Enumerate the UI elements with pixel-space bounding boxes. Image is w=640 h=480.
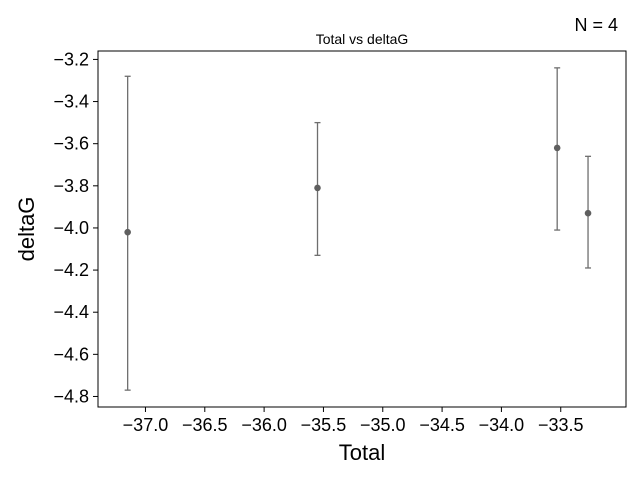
y-tick-label: −4.2 xyxy=(53,260,89,280)
data-point xyxy=(124,228,131,236)
y-tick-label: −4.0 xyxy=(53,218,89,238)
data-series xyxy=(124,67,592,391)
x-axis: −37.0 −36.5 −36.0 −35.5 −35.0 −34.5 −34.0 −33.5 xyxy=(123,407,584,435)
y-tick-label: −3.2 xyxy=(53,49,89,69)
data-point xyxy=(553,144,561,152)
x-tick-label: −34.0 xyxy=(479,415,525,435)
y-tick-label: −4.4 xyxy=(53,302,89,322)
sample-count-label: N = 4 xyxy=(574,15,618,35)
x-tick-label: −35.5 xyxy=(301,415,347,435)
chart-title: Total vs deltaG xyxy=(316,31,409,47)
y-tick-label: −3.6 xyxy=(53,134,89,154)
y-tick-label: −3.8 xyxy=(53,176,89,196)
x-tick-label: −37.0 xyxy=(123,415,169,435)
x-tick-label: −36.5 xyxy=(182,415,228,435)
y-axis-label: deltaG xyxy=(14,197,39,262)
x-tick-label: −33.5 xyxy=(538,415,584,435)
x-axis-label: Total xyxy=(339,440,385,465)
x-tick-label: −36.0 xyxy=(241,415,287,435)
plot-area: −37.0 −36.5 −36.0 −35.5 −35.0 −34.5 −34.0 −33.5… xyxy=(53,49,627,435)
x-tick-label: −35.0 xyxy=(360,415,406,435)
plot-frame xyxy=(97,50,627,408)
y-tick-label: −4.6 xyxy=(53,344,89,364)
y-tick-label: −4.8 xyxy=(53,386,89,406)
y-axis: −3.2 −3.4 −3.6 −3.8 −4.0 −4.2 −4.4 −4.6 −4.8 xyxy=(53,49,98,406)
x-tick-label: −34.5 xyxy=(419,415,465,435)
data-point xyxy=(314,184,321,192)
y-tick-label: −3.4 xyxy=(53,92,89,112)
data-point xyxy=(584,209,592,217)
